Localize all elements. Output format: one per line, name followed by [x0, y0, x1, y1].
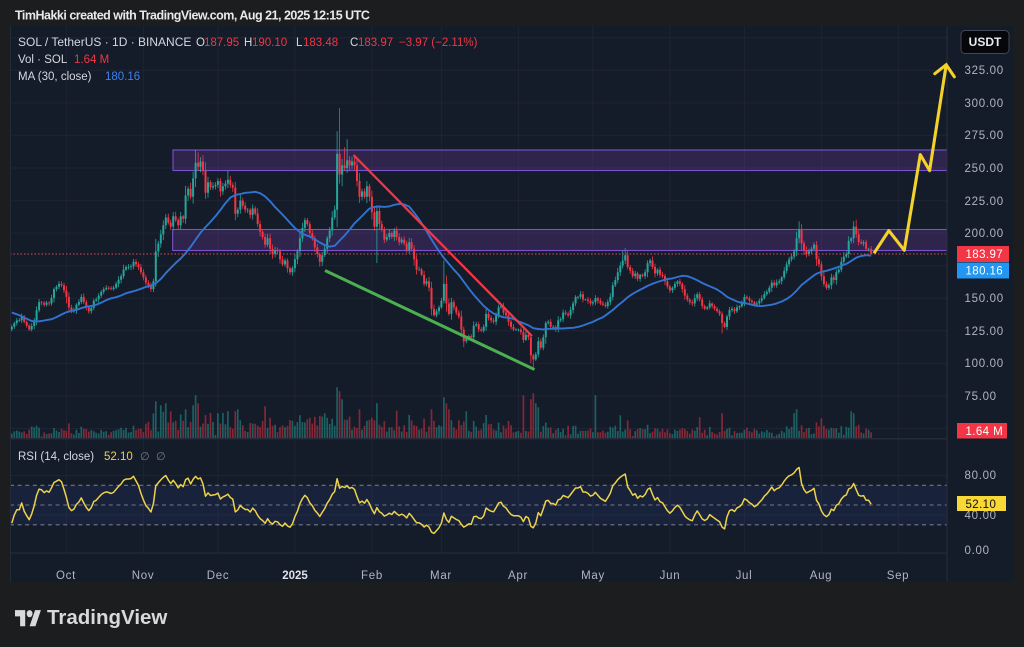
- svg-text:Jul: Jul: [736, 570, 753, 582]
- svg-text:300.00: 300.00: [965, 98, 1004, 110]
- svg-text:75.00: 75.00: [965, 391, 997, 403]
- svg-text:250.00: 250.00: [965, 163, 1004, 175]
- svg-text:Feb: Feb: [361, 570, 383, 582]
- svg-text:183.97: 183.97: [966, 249, 1004, 261]
- svg-text:0.00: 0.00: [965, 545, 990, 557]
- svg-text:225.00: 225.00: [965, 196, 1004, 208]
- svg-text:Mar: Mar: [430, 570, 452, 582]
- svg-text:2025: 2025: [282, 570, 308, 582]
- svg-text:Apr: Apr: [508, 570, 528, 582]
- svg-text:TimHakki created with TradingV: TimHakki created with TradingView.com, A…: [15, 9, 370, 23]
- svg-text:Jun: Jun: [660, 570, 681, 582]
- svg-text:125.00: 125.00: [965, 326, 1004, 338]
- svg-text:Sep: Sep: [887, 570, 910, 582]
- svg-text:TradingView: TradingView: [47, 606, 167, 629]
- svg-text:40.00: 40.00: [965, 510, 997, 522]
- svg-text:200.00: 200.00: [965, 228, 1004, 240]
- svg-text:Oct: Oct: [56, 570, 76, 582]
- svg-text:Aug: Aug: [810, 570, 833, 582]
- svg-text:150.00: 150.00: [965, 293, 1004, 305]
- svg-text:1.64 M: 1.64 M: [966, 426, 1004, 438]
- svg-text:180.16: 180.16: [966, 266, 1004, 278]
- svg-text:325.00: 325.00: [965, 65, 1004, 77]
- svg-text:100.00: 100.00: [965, 358, 1004, 370]
- svg-text:52.10: 52.10: [966, 499, 997, 511]
- svg-text:Nov: Nov: [132, 570, 155, 582]
- svg-text:May: May: [581, 570, 605, 582]
- svg-text:RSI (14, close)52.10∅∅: RSI (14, close) 52.10 ∅ ∅: [18, 451, 166, 463]
- svg-text:275.00: 275.00: [965, 130, 1004, 142]
- svg-text:USDT: USDT: [969, 35, 1002, 49]
- svg-text:MA (30, close)180.16: MA (30, close) 180.16: [18, 71, 140, 83]
- svg-text:80.00: 80.00: [965, 470, 997, 482]
- svg-text:Dec: Dec: [207, 570, 230, 582]
